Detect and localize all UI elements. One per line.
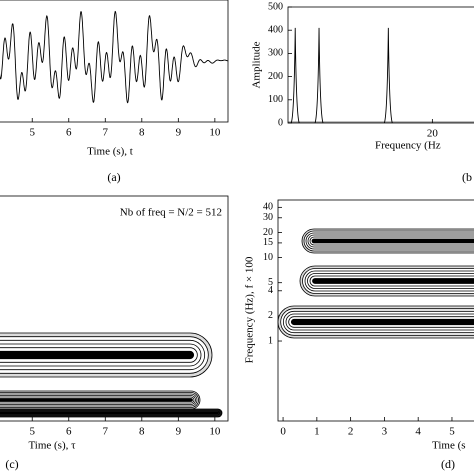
y-tick-label: 4: [268, 285, 273, 296]
x-tick-label: 5: [29, 127, 35, 139]
x-tick-label: 0: [280, 426, 286, 438]
x-tick-label: 4: [415, 426, 421, 438]
x-tick-label: 7: [103, 426, 109, 438]
y-axis-label: Frequency (Hz), f × 100: [244, 256, 256, 363]
contour-level: [0, 411, 220, 415]
y-tick-label: 500: [268, 1, 283, 12]
spectrum-peak: [290, 27, 300, 124]
x-tick-label: 5: [29, 426, 35, 438]
y-tick-label: 400: [268, 24, 283, 35]
spectrum-peak: [383, 27, 393, 124]
contour-level: [0, 398, 193, 402]
signal-trace: [0, 10, 229, 104]
caption: (a): [107, 170, 120, 184]
y-tick-label: 40: [263, 202, 273, 213]
x-tick-label: 8: [139, 426, 145, 438]
plot-frame: [0, 195, 229, 422]
x-tick-label: 1: [314, 426, 320, 438]
plot-frame: [277, 199, 474, 422]
x-tick-label: 6: [66, 426, 72, 438]
y-tick-label: 20: [263, 227, 273, 238]
x-tick-label: 5: [449, 426, 455, 438]
y-tick-label: 10: [263, 252, 273, 263]
x-axis-label: Time (s), t: [87, 146, 133, 158]
x-tick-label: 9: [176, 426, 182, 438]
y-tick-label: 1: [268, 335, 273, 346]
contour-level: [312, 278, 474, 284]
plot-frame: [287, 6, 474, 124]
x-axis-label: Time (s: [432, 440, 466, 452]
y-tick-label: 30: [263, 212, 273, 223]
x-tick-label: 3: [382, 426, 388, 438]
x-tick-label: 20: [427, 128, 439, 140]
y-axis-label: Amplitude: [251, 41, 263, 88]
caption: (d): [441, 457, 455, 471]
contour-level: [311, 238, 474, 244]
x-tick-label: 8: [139, 127, 145, 139]
y-tick-label: 300: [268, 48, 283, 59]
y-tick-label: 15: [263, 237, 273, 248]
x-tick-label: 10: [209, 127, 221, 139]
contour-level: [0, 350, 195, 360]
x-tick-label: 7: [103, 127, 109, 139]
contour-level: [290, 318, 474, 326]
caption: (b: [462, 170, 472, 184]
x-tick-label: 9: [176, 127, 182, 139]
x-axis-label: Time (s), τ: [28, 440, 76, 452]
spectrum-peak: [314, 27, 324, 124]
caption: (c): [5, 457, 18, 471]
y-tick-label: 2: [268, 310, 273, 321]
y-tick-label: 0: [278, 117, 283, 128]
y-tick-label: 200: [268, 71, 283, 82]
plot-frame: [0, 0, 229, 123]
x-tick-label: 10: [209, 426, 221, 438]
x-tick-label: 2: [348, 426, 354, 438]
x-tick-label: 6: [66, 127, 72, 139]
annotation: Nb of freq = N/2 = 512: [120, 207, 222, 219]
y-tick-label: 100: [268, 94, 283, 105]
y-tick-label: 5: [268, 277, 273, 288]
x-axis-label: Frequency (Hz: [375, 140, 441, 152]
